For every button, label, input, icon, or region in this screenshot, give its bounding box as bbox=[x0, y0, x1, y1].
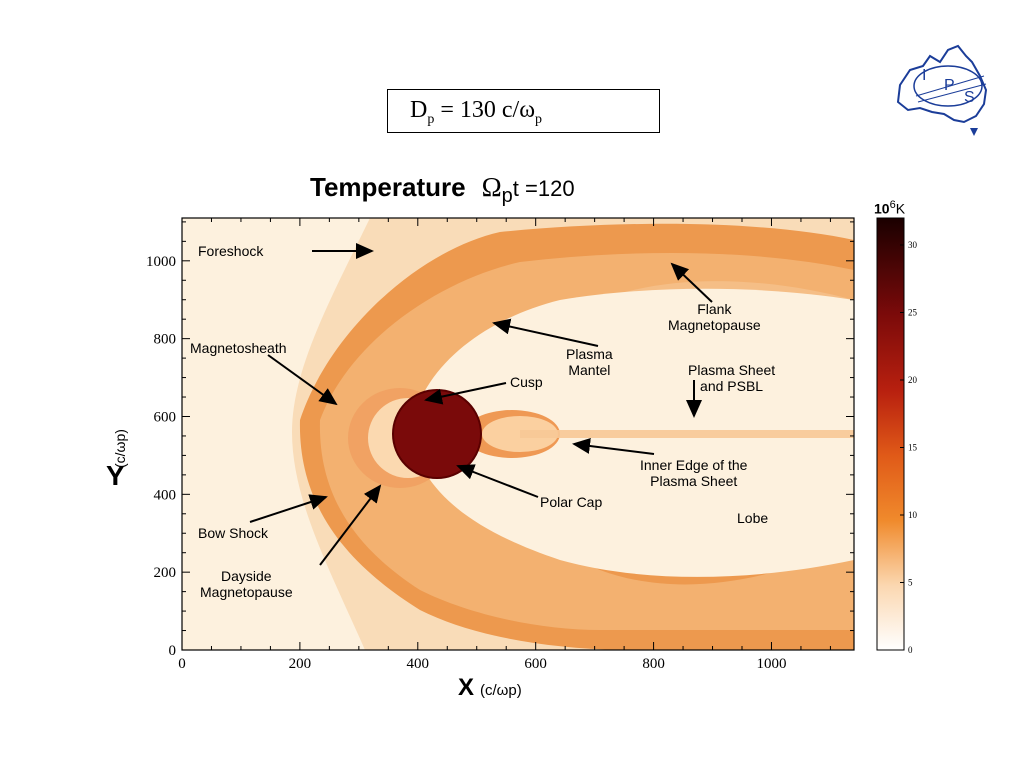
logo-letter-p: P bbox=[944, 77, 955, 94]
y-tick-label: 600 bbox=[154, 409, 177, 425]
y-tick-label: 800 bbox=[154, 332, 177, 348]
axis-tick-labels: 0 200 400 600 800 1000 0 200 400 600 800 1000 bbox=[146, 254, 786, 672]
axis-ticks bbox=[181, 218, 854, 651]
colorbar-tick-label: 15 bbox=[908, 443, 918, 453]
colorbar-unit: 106K bbox=[874, 199, 906, 217]
colorbar-tick-label: 10 bbox=[908, 510, 918, 520]
y-tick-label: 1000 bbox=[146, 254, 176, 270]
colorbar-ticks: 0 5 10 15 20 25 30 bbox=[900, 240, 918, 655]
plot-title: Temperature Ωpt =120 bbox=[310, 172, 575, 207]
ips-logo: I P S bbox=[896, 44, 988, 136]
annotation-magnetosheath: Magnetosheath bbox=[190, 340, 287, 356]
y-tick-label: 400 bbox=[154, 487, 177, 503]
annotation-plasma-mantel: Plasma Mantel bbox=[566, 346, 613, 378]
colorbar-tick-label: 5 bbox=[908, 578, 913, 588]
x-axis-unit: (c/ωp) bbox=[480, 682, 522, 699]
x-tick-label: 200 bbox=[289, 656, 312, 672]
annotation-flank-line2: Magnetopause bbox=[668, 317, 761, 333]
x-tick-label: 800 bbox=[642, 656, 665, 672]
annotation-arrows bbox=[249, 243, 713, 566]
annotation-bow-shock: Bow Shock bbox=[198, 525, 269, 541]
x-axis-label: X (c/ωp) bbox=[458, 674, 522, 701]
x-tick-label: 400 bbox=[407, 656, 430, 672]
colorbar-tick-label: 20 bbox=[908, 375, 918, 385]
annotation-flank-line1: Flank bbox=[697, 301, 732, 317]
annotation-flank-magnetopause: Flank Magnetopause bbox=[668, 301, 761, 333]
colorbar bbox=[876, 217, 905, 651]
y-axis-label: Y bbox=[106, 460, 125, 491]
colorbar-tick-label: 25 bbox=[908, 308, 918, 318]
annotation-dayside-magnetopause: Dayside Magnetopause bbox=[200, 568, 293, 600]
logo-letter-i: I bbox=[922, 67, 926, 84]
annotation-polar-cap: Polar Cap bbox=[540, 494, 603, 510]
planet bbox=[392, 389, 482, 479]
y-axis-unit: (c/ωp) bbox=[112, 429, 128, 468]
colorbar-tick-label: 30 bbox=[908, 240, 918, 250]
annotation-lobe: Lobe bbox=[737, 510, 769, 526]
colorbar-tick-label: 0 bbox=[908, 645, 913, 655]
y-tick-label: 200 bbox=[154, 565, 177, 581]
x-tick-label: 0 bbox=[178, 656, 186, 672]
annotation-inner-edge: Inner Edge of the Plasma Sheet bbox=[640, 457, 748, 489]
x-tick-label: 1000 bbox=[756, 656, 786, 672]
y-tick-label: 0 bbox=[169, 643, 177, 659]
plot-frame bbox=[181, 217, 855, 651]
annotation-plasma-sheet: Plasma Sheet and PSBL bbox=[688, 362, 776, 394]
parameter-label: Dp = 130 c/ωp bbox=[387, 89, 660, 133]
annotation-foreshock: Foreshock bbox=[198, 243, 264, 259]
x-tick-label: 600 bbox=[524, 656, 547, 672]
annotation-cusp: Cusp bbox=[510, 374, 543, 390]
logo-letter-s: S bbox=[964, 89, 975, 106]
